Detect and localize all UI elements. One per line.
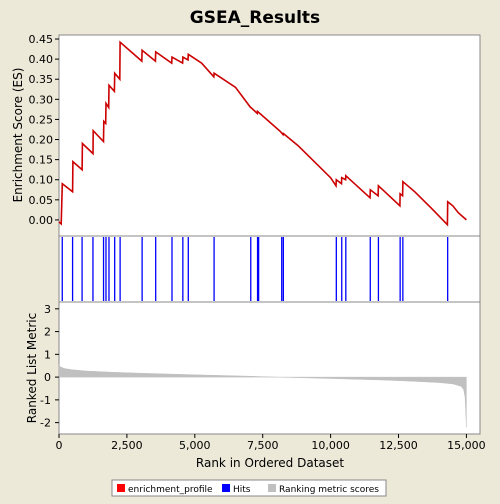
legend-label-hits: Hits (233, 485, 251, 495)
x-tick-label: 15,000 (447, 439, 486, 452)
hits-layer (61, 237, 449, 301)
x-tick-label: 10,000 (311, 439, 350, 452)
enrichment-plot-area (58, 34, 481, 237)
ranking-y-tick-label: 0 (44, 371, 51, 384)
ranking-y-tick-label: 3 (44, 303, 51, 316)
x-tick-label: 7,500 (247, 439, 279, 452)
es-y-tick-label: 0.10 (29, 174, 54, 187)
legend-box (111, 479, 387, 497)
es-y-ticks: 0.00 0.05 0.10 0.15 0.20 0.25 0.30 0.35 0.40 0.45 (29, 33, 59, 227)
legend-swatch-ranking-metric-scores (268, 484, 276, 492)
ranking-metric-area (58, 363, 467, 428)
es-y-tick-label: 0.30 (29, 93, 54, 106)
ranking-metric-layer (58, 363, 467, 428)
ranking-y-ticks: -2 -1 0 1 2 3 (40, 303, 59, 430)
ranking-y-tick-label: 1 (44, 348, 51, 361)
ranking-plot-area (58, 301, 481, 435)
es-y-tick-label: 0.20 (29, 134, 54, 147)
es-y-tick-label: 0.00 (29, 214, 54, 227)
ranking-y-tick-label: 2 (44, 326, 51, 339)
x-axis-label: Rank in Ordered Dataset (196, 456, 344, 470)
ranking-x-ticks: 0 2,500 5,000 7,500 10,000 12,500 15,000 (56, 434, 486, 452)
legend-swatch-hits (222, 484, 230, 492)
ranking-y-axis-label: Ranked List Metric (25, 313, 39, 423)
es-y-tick-label: 0.35 (29, 73, 54, 86)
hits-plot-area (58, 235, 481, 303)
x-tick-label: 5,000 (179, 439, 211, 452)
x-tick-label: 12,500 (379, 439, 418, 452)
es-y-axis-label: Enrichment Score (ES) (11, 68, 25, 203)
chart-title: GSEA_Results (190, 8, 320, 28)
x-tick-label: 2,500 (111, 439, 143, 452)
es-y-tick-label: 0.45 (29, 33, 54, 46)
legend-swatch-enrichment-profile (117, 484, 125, 492)
es-y-tick-label: 0.05 (29, 194, 54, 207)
es-y-tick-label: 0.25 (29, 113, 54, 126)
ranking-y-tick-label: -1 (40, 394, 51, 407)
es-y-tick-label: 0.15 (29, 154, 54, 167)
ranking-y-tick-label: -2 (40, 417, 51, 430)
legend-label-enrichment-profile: enrichment_profile (128, 485, 213, 495)
es-y-tick-label: 0.40 (29, 53, 54, 66)
x-tick-label: 0 (56, 439, 63, 452)
enrichment-profile-line (58, 40, 467, 227)
enrichment-line-layer (58, 40, 467, 227)
legend-label-ranking-metric-scores: Ranking metric scores (279, 485, 379, 495)
legend: enrichment_profile Hits Ranking metric s… (111, 479, 387, 497)
